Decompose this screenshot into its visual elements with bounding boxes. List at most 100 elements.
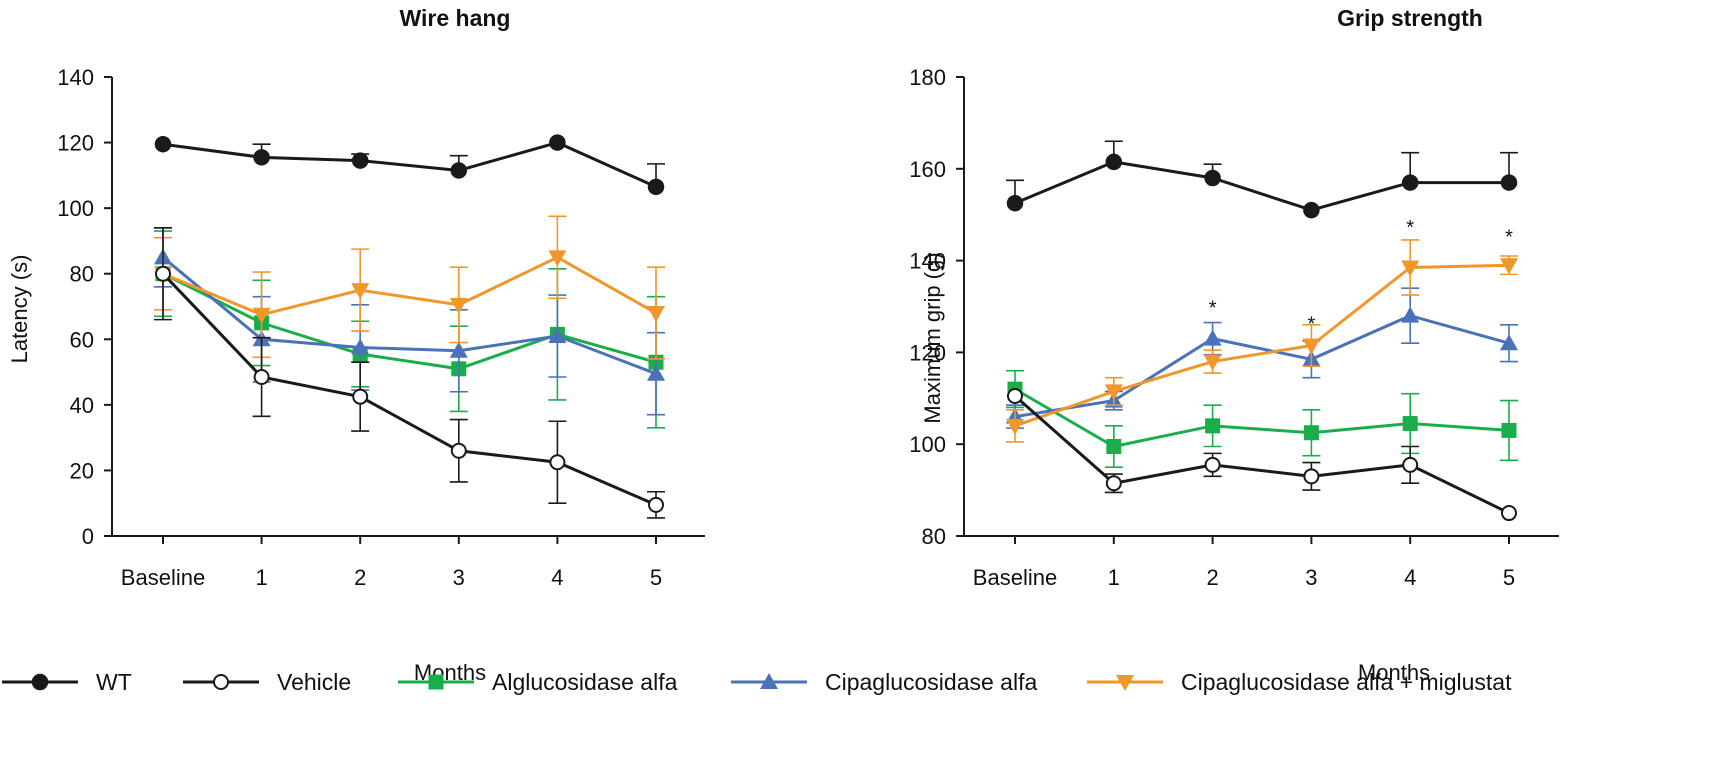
legend-marker — [31, 673, 49, 691]
significance-marker: * — [1505, 226, 1513, 248]
series-line — [162, 272, 657, 371]
series-line — [162, 255, 657, 317]
legend-item: Cipaglucosidase alfa — [731, 669, 1037, 695]
legend-item: Cipaglucosidase alfa + miglustat — [1087, 669, 1512, 695]
significance-marker: * — [1209, 298, 1217, 320]
data-point — [1105, 475, 1122, 492]
legend-label: Alglucosidase alfa — [492, 669, 678, 695]
data-point — [1106, 438, 1122, 454]
series-line — [161, 272, 657, 507]
data-point — [1303, 425, 1319, 441]
significance-marker: * — [1406, 217, 1414, 239]
series-wt — [1006, 140, 1518, 219]
x-tick-label: 5 — [650, 565, 662, 590]
x-tick-label: 3 — [1305, 565, 1317, 590]
x-tick-label: 4 — [551, 565, 563, 590]
y-tick-label: 120 — [909, 340, 946, 365]
y-tick-label: 140 — [57, 65, 94, 90]
y-tick-label: 80 — [922, 524, 946, 549]
data-point — [1203, 329, 1222, 346]
series-line — [1014, 387, 1510, 449]
data-point — [1500, 174, 1518, 191]
data-point — [1204, 456, 1221, 473]
x-tick-label: 4 — [1404, 565, 1416, 590]
data-point — [1006, 194, 1024, 212]
series-cipaglucosidase-alfa-miglustat — [154, 215, 665, 360]
data-point — [1401, 260, 1420, 277]
y-tick-label: 20 — [70, 458, 94, 483]
x-axis-label: Months — [1358, 660, 1430, 685]
legend: WT Vehicle Alglucosidase alfa Cipaglucosida… — [2, 669, 1512, 695]
data-point — [450, 162, 468, 179]
chart-title: Grip strength — [1337, 5, 1483, 31]
data-point — [1500, 258, 1518, 275]
data-point — [252, 307, 271, 324]
data-point — [450, 442, 467, 459]
y-tick-label: 100 — [57, 196, 94, 221]
data-point — [253, 149, 270, 166]
series-line — [162, 140, 657, 189]
series-line — [1014, 394, 1510, 515]
legend-marker — [213, 674, 229, 690]
data-point — [1501, 422, 1517, 438]
legend-marker — [760, 673, 778, 689]
series-line — [1014, 160, 1509, 212]
data-point — [1302, 338, 1321, 355]
series-vehicle — [154, 227, 665, 519]
data-point — [648, 496, 664, 513]
data-point — [1007, 388, 1023, 405]
data-point — [1401, 306, 1420, 323]
data-point — [1401, 174, 1419, 191]
y-axis-label: Latency (s) — [7, 255, 32, 364]
data-point — [1500, 334, 1518, 351]
data-point — [1204, 169, 1221, 187]
series-cipaglucosidase-alfa-miglustat — [1006, 239, 1518, 443]
data-point — [647, 306, 665, 323]
series-cipaglucosidase-alfa — [154, 227, 665, 416]
data-point — [1006, 418, 1024, 435]
legend-label: Cipaglucosidase alfa — [825, 669, 1037, 695]
data-point — [647, 364, 665, 381]
series-line — [1014, 263, 1510, 428]
data-point — [351, 338, 370, 355]
data-point — [548, 327, 567, 344]
y-tick-label: 120 — [57, 131, 94, 156]
data-point — [548, 250, 567, 267]
y-axis-label: Maximum grip (g) — [920, 252, 945, 423]
x-tick-label: 3 — [453, 565, 465, 590]
data-point — [1303, 468, 1320, 485]
data-point — [351, 283, 370, 300]
data-point — [154, 135, 172, 153]
data-point — [549, 134, 566, 151]
series-cipaglucosidase-alfa — [1006, 287, 1518, 429]
data-point — [449, 341, 468, 358]
wire-hang-chart: Wire hang Latency (s) Months 02040608010… — [7, 5, 705, 685]
x-tick-label: 2 — [354, 565, 366, 590]
grip-strength-chart: Grip strength Maximum grip (g) Months 80… — [909, 5, 1559, 685]
series-vehicle — [1007, 388, 1517, 522]
data-point — [1105, 153, 1123, 171]
legend-marker — [1116, 675, 1134, 691]
data-point — [1402, 456, 1419, 473]
series-wt — [154, 134, 665, 196]
data-point — [449, 297, 468, 314]
y-tick-label: 140 — [909, 249, 946, 274]
series-alglucosidase-alfa — [1006, 369, 1518, 468]
x-tick-label: Baseline — [973, 565, 1057, 590]
legend-label: Vehicle — [277, 669, 351, 695]
data-point — [1104, 384, 1123, 401]
data-point — [1402, 416, 1418, 432]
legend-item: Alglucosidase alfa — [398, 669, 678, 695]
data-point — [253, 368, 270, 385]
data-point — [1501, 505, 1517, 522]
series-alglucosidase-alfa — [154, 230, 665, 429]
chart-title: Wire hang — [400, 5, 511, 31]
series-line — [162, 256, 657, 376]
x-tick-label: 1 — [1108, 565, 1120, 590]
x-tick-label: 5 — [1503, 565, 1515, 590]
legend-label: WT — [96, 669, 132, 695]
y-tick-label: 80 — [70, 262, 94, 287]
data-point — [1203, 354, 1222, 371]
y-tick-label: 60 — [70, 327, 94, 352]
